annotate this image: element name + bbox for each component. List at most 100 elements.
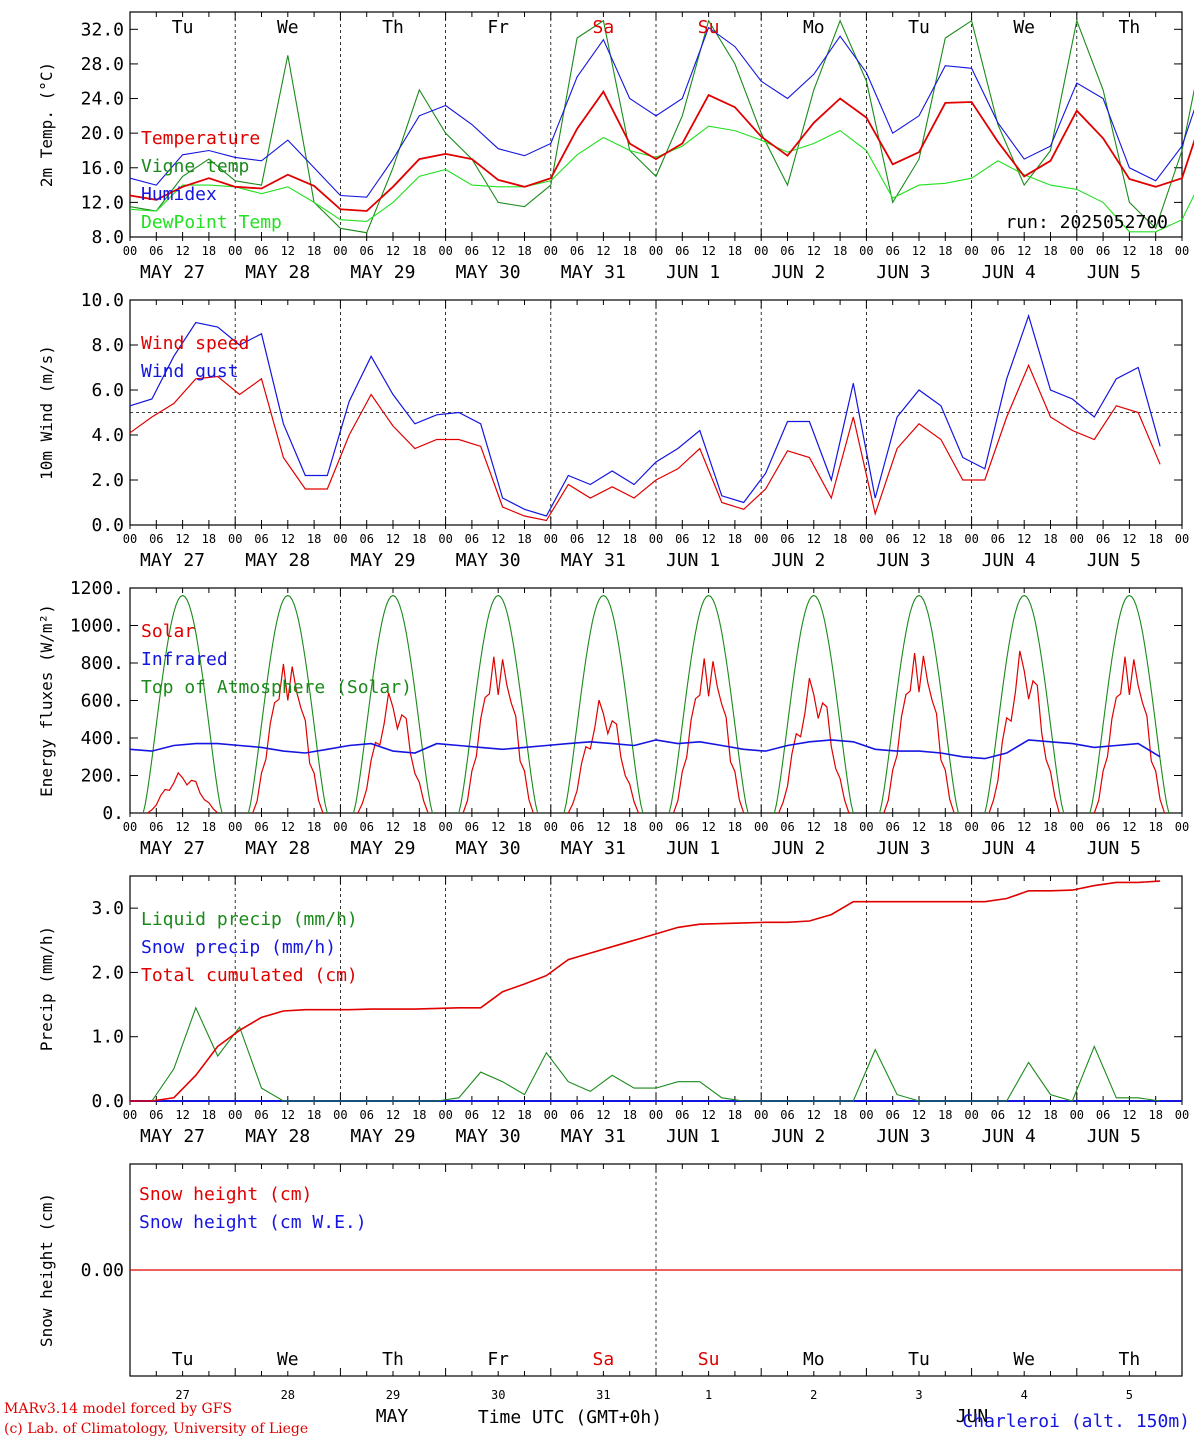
hour-tick-label: 00 [123,1108,137,1122]
month-label: MAY [376,1406,409,1427]
hour-tick-label: 12 [491,244,505,258]
hour-tick-label: 18 [412,1108,426,1122]
hour-tick-label: 06 [570,1108,584,1122]
hour-tick-label: 06 [465,1108,479,1122]
y-tick-label: 8.0 [91,227,124,248]
date-label: JUN 5 [1087,262,1141,283]
y-tick-label: 2.0 [91,470,124,491]
hour-tick-label: 12 [281,820,295,834]
date-label: JUN 3 [876,550,930,571]
day-number: 5 [1126,1388,1133,1402]
energy-series-solar [147,650,1166,814]
temp-legend-0: Temperature [141,128,260,149]
y-tick-label: 2.0 [91,962,124,983]
precip-series-liquid [130,1006,1161,1102]
precip-legend-0: Liquid precip (mm/h) [141,909,358,930]
hour-tick-label: 00 [859,820,873,834]
day-name: We [277,17,299,38]
hour-tick-label: 18 [1043,1108,1057,1122]
hour-tick-label: 00 [123,820,137,834]
temp-series-dewpoint-temp [129,125,1194,233]
day-name: Tu [908,1349,930,1370]
day-number: 27 [175,1388,189,1402]
day-number: 3 [915,1388,922,1402]
date-label: MAY 30 [456,1126,521,1147]
date-label: MAY 31 [561,550,626,571]
hour-tick-label: 06 [465,532,479,546]
hour-tick-label: 06 [1096,820,1110,834]
date-label: MAY 30 [456,262,521,283]
hour-tick-label: 00 [754,820,768,834]
y-tick-label: 1200. [70,578,124,599]
hour-tick-label: 12 [281,532,295,546]
date-label: JUN 5 [1087,550,1141,571]
date-label: JUN 1 [666,838,720,859]
hour-tick-label: 18 [622,532,636,546]
day-number: 28 [281,1388,295,1402]
hour-tick-label: 18 [728,820,742,834]
hour-tick-label: 12 [807,820,821,834]
hour-tick-label: 18 [622,244,636,258]
hour-tick-label: 12 [807,244,821,258]
hour-tick-label: 06 [780,244,794,258]
day-number: 2 [810,1388,817,1402]
hour-tick-label: 12 [386,244,400,258]
date-label: JUN 1 [666,1126,720,1147]
hour-tick-label: 00 [228,244,242,258]
hour-tick-label: 00 [964,820,978,834]
hour-tick-label: 00 [649,532,663,546]
y-axis-label: 10m Wind (m/s) [37,345,56,480]
precip-series-total [130,880,1161,1102]
day-number: 31 [596,1388,610,1402]
hour-tick-label: 00 [544,820,558,834]
hour-tick-label: 12 [175,244,189,258]
y-tick-label: 10.0 [81,290,124,311]
date-label: JUN 1 [666,550,720,571]
hour-tick-label: 18 [1043,532,1057,546]
hour-tick-label: 00 [123,244,137,258]
hour-tick-label: 12 [701,244,715,258]
hour-tick-label: 18 [938,244,952,258]
date-label: JUN 3 [876,1126,930,1147]
hour-tick-label: 00 [438,1108,452,1122]
hour-tick-label: 18 [517,820,531,834]
hour-tick-label: 00 [1070,820,1084,834]
hour-tick-label: 18 [517,244,531,258]
hour-tick-label: 06 [1096,1108,1110,1122]
hour-tick-label: 00 [333,820,347,834]
hour-tick-label: 18 [728,532,742,546]
credit-line-2: (c) Lab. of Climatology, University of L… [4,1421,308,1437]
panel-2-frame [129,587,1183,814]
hour-tick-label: 06 [254,1108,268,1122]
date-label: MAY 29 [350,550,415,571]
temp-legend-2: Humidex [141,184,217,205]
y-axis-label: Energy fluxes (W/m²) [37,604,56,797]
hour-tick-label: 12 [491,1108,505,1122]
hour-tick-label: 06 [149,244,163,258]
hour-tick-label: 06 [254,244,268,258]
hour-tick-label: 00 [1175,820,1189,834]
date-label: MAY 31 [561,1126,626,1147]
hour-tick-label: 06 [570,532,584,546]
date-label: MAY 31 [561,838,626,859]
energy-series-infrared [129,739,1161,760]
hour-tick-label: 12 [912,532,926,546]
hour-tick-label: 18 [622,820,636,834]
panel-0-frame [129,11,1183,238]
hour-tick-label: 18 [202,820,216,834]
day-name: Mo [803,17,825,38]
month-label-2: JUN [956,1406,989,1427]
date-label: MAY 28 [245,1126,310,1147]
wind-legend-1: Wind gust [141,361,239,382]
hour-tick-label: 12 [1017,820,1031,834]
hour-tick-label: 18 [938,820,952,834]
temp-series-temperature [129,89,1194,212]
date-label: MAY 29 [350,1126,415,1147]
hour-tick-label: 18 [622,1108,636,1122]
hour-tick-label: 00 [964,244,978,258]
hour-tick-label: 00 [544,244,558,258]
hour-tick-label: 12 [175,532,189,546]
y-tick-label: 4.0 [91,425,124,446]
hour-tick-label: 18 [1148,1108,1162,1122]
